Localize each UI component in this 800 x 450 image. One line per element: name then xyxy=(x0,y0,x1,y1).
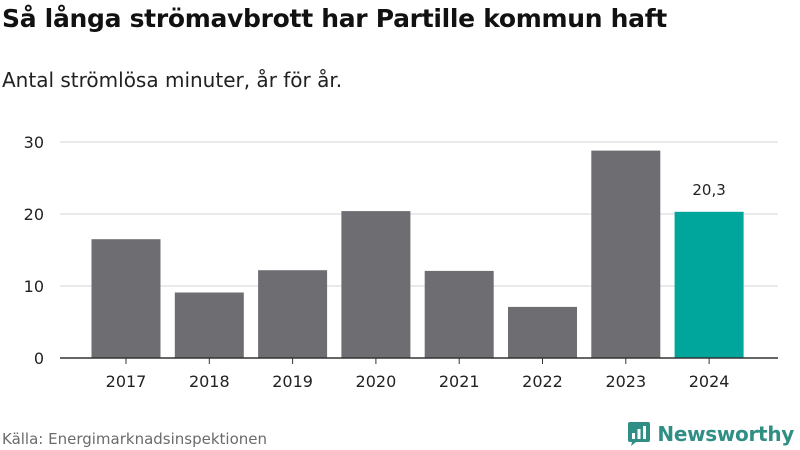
brand-name: Newsworthy xyxy=(657,422,794,446)
x-tick-label-2020: 2020 xyxy=(356,372,397,391)
x-tick-label-2023: 2023 xyxy=(605,372,646,391)
chart-subtitle: Antal strömlösa minuter, år för år. xyxy=(2,68,343,92)
bar-2022 xyxy=(508,306,577,358)
bar-2023 xyxy=(591,150,661,358)
x-tick-label-2024: 2024 xyxy=(689,372,730,391)
bar-2018 xyxy=(174,292,244,358)
bar-2017 xyxy=(91,239,161,358)
y-tick-label-20: 20 xyxy=(24,205,44,224)
y-tick-label-10: 10 xyxy=(24,277,44,296)
x-tick-label-2018: 2018 xyxy=(189,372,230,391)
bar-2019 xyxy=(258,270,328,358)
chart-title: Så långa strömavbrott har Partille kommu… xyxy=(2,4,667,33)
x-tick-label-2017: 2017 xyxy=(106,372,147,391)
data-label-2024: 20,3 xyxy=(692,181,725,199)
y-tick-label-0: 0 xyxy=(34,349,44,368)
x-tick-label-2019: 2019 xyxy=(272,372,313,391)
source-note: Källa: Energimarknadsinspektionen xyxy=(2,430,268,448)
bar-2020 xyxy=(341,211,411,358)
x-tick-label-2021: 2021 xyxy=(439,372,480,391)
bar-2021 xyxy=(424,270,494,358)
newsworthy-logo-icon xyxy=(628,422,651,446)
bar-chart: 0 10 20 30 2017 2018 2019 2020 2021 2022 2023 2024 2… xyxy=(24,133,778,391)
brand-logo[interactable]: Newsworthy xyxy=(627,421,794,447)
x-tick-label-2022: 2022 xyxy=(522,372,563,391)
y-tick-label-30: 30 xyxy=(24,133,44,152)
bar-2024 xyxy=(674,211,744,358)
